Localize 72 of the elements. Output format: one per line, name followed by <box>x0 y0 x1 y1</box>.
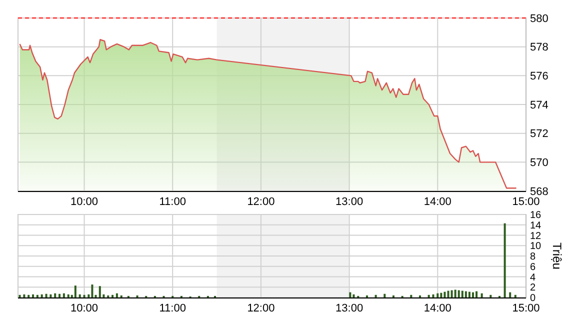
x-tick-label: 11:00 <box>159 196 186 208</box>
bar <box>428 294 430 298</box>
y-tick-label: 10 <box>530 241 542 252</box>
x-tick-label: 13:00 <box>336 302 364 314</box>
bar <box>32 294 34 298</box>
x-tick-label: 15:00 <box>512 196 540 208</box>
bar <box>40 294 43 298</box>
bar <box>410 294 412 298</box>
y-tick-label: 572 <box>530 128 548 140</box>
y-tick-label: 12 <box>530 230 542 242</box>
bar <box>374 294 377 298</box>
x-tick-label: 14:00 <box>424 302 452 314</box>
bar <box>349 292 352 298</box>
bar <box>514 294 516 298</box>
x-tick-label: 11:00 <box>159 302 186 314</box>
bar <box>78 294 81 298</box>
y-tick-label: 578 <box>530 42 548 54</box>
bar <box>28 294 30 298</box>
bar <box>509 292 512 298</box>
bar <box>444 292 446 298</box>
bar <box>352 294 355 298</box>
bar <box>454 290 456 298</box>
bar <box>116 293 118 298</box>
bar <box>23 294 26 298</box>
x-tick-label: 13:00 <box>336 196 364 208</box>
bar <box>472 292 474 298</box>
bar <box>67 294 70 298</box>
bar <box>447 290 450 298</box>
bar <box>468 292 470 298</box>
bar <box>440 292 442 298</box>
x-tick-label: 15:00 <box>512 302 540 314</box>
bar <box>450 290 453 298</box>
y-tick-label: 4 <box>530 272 536 284</box>
y-tick-label: 576 <box>530 70 548 83</box>
y-tick-label: 14 <box>530 220 542 232</box>
bar <box>54 293 56 298</box>
bar <box>461 290 464 298</box>
bar <box>436 293 439 298</box>
x-tick-label: 12:00 <box>247 196 275 208</box>
bar <box>432 294 434 298</box>
x-tick-label: 12:00 <box>247 302 275 314</box>
y-tick-label: 580 <box>530 12 548 25</box>
bar <box>50 294 52 298</box>
bar <box>476 291 478 298</box>
y-tick-label: 8 <box>530 252 536 262</box>
bar <box>464 291 467 298</box>
bar <box>91 284 94 298</box>
bar <box>18 294 21 298</box>
bar <box>83 294 86 298</box>
bar <box>480 293 483 298</box>
x-tick-label: 10:00 <box>70 302 98 314</box>
y-axis-title: Triệu <box>550 242 564 270</box>
y-tick-label: 570 <box>530 157 548 170</box>
y-tick-label: 6 <box>530 262 536 273</box>
bar <box>112 294 114 298</box>
bar <box>62 293 65 298</box>
bar <box>74 286 76 298</box>
bar <box>504 223 506 298</box>
y-tick-label: 2 <box>530 282 536 294</box>
y-tick-label: 16 <box>530 210 542 221</box>
bar <box>45 294 48 298</box>
x-tick-label: 10:00 <box>70 196 98 208</box>
y-tick-label: 574 <box>530 99 548 112</box>
bar <box>384 294 386 298</box>
y-tick-label: 0 <box>530 293 536 304</box>
bar <box>98 286 101 298</box>
y-tick-label: 568 <box>530 186 548 198</box>
bar <box>58 294 61 298</box>
bar <box>458 290 460 298</box>
bar <box>36 294 38 298</box>
bar <box>490 294 492 298</box>
x-tick-label: 14:00 <box>424 196 452 208</box>
